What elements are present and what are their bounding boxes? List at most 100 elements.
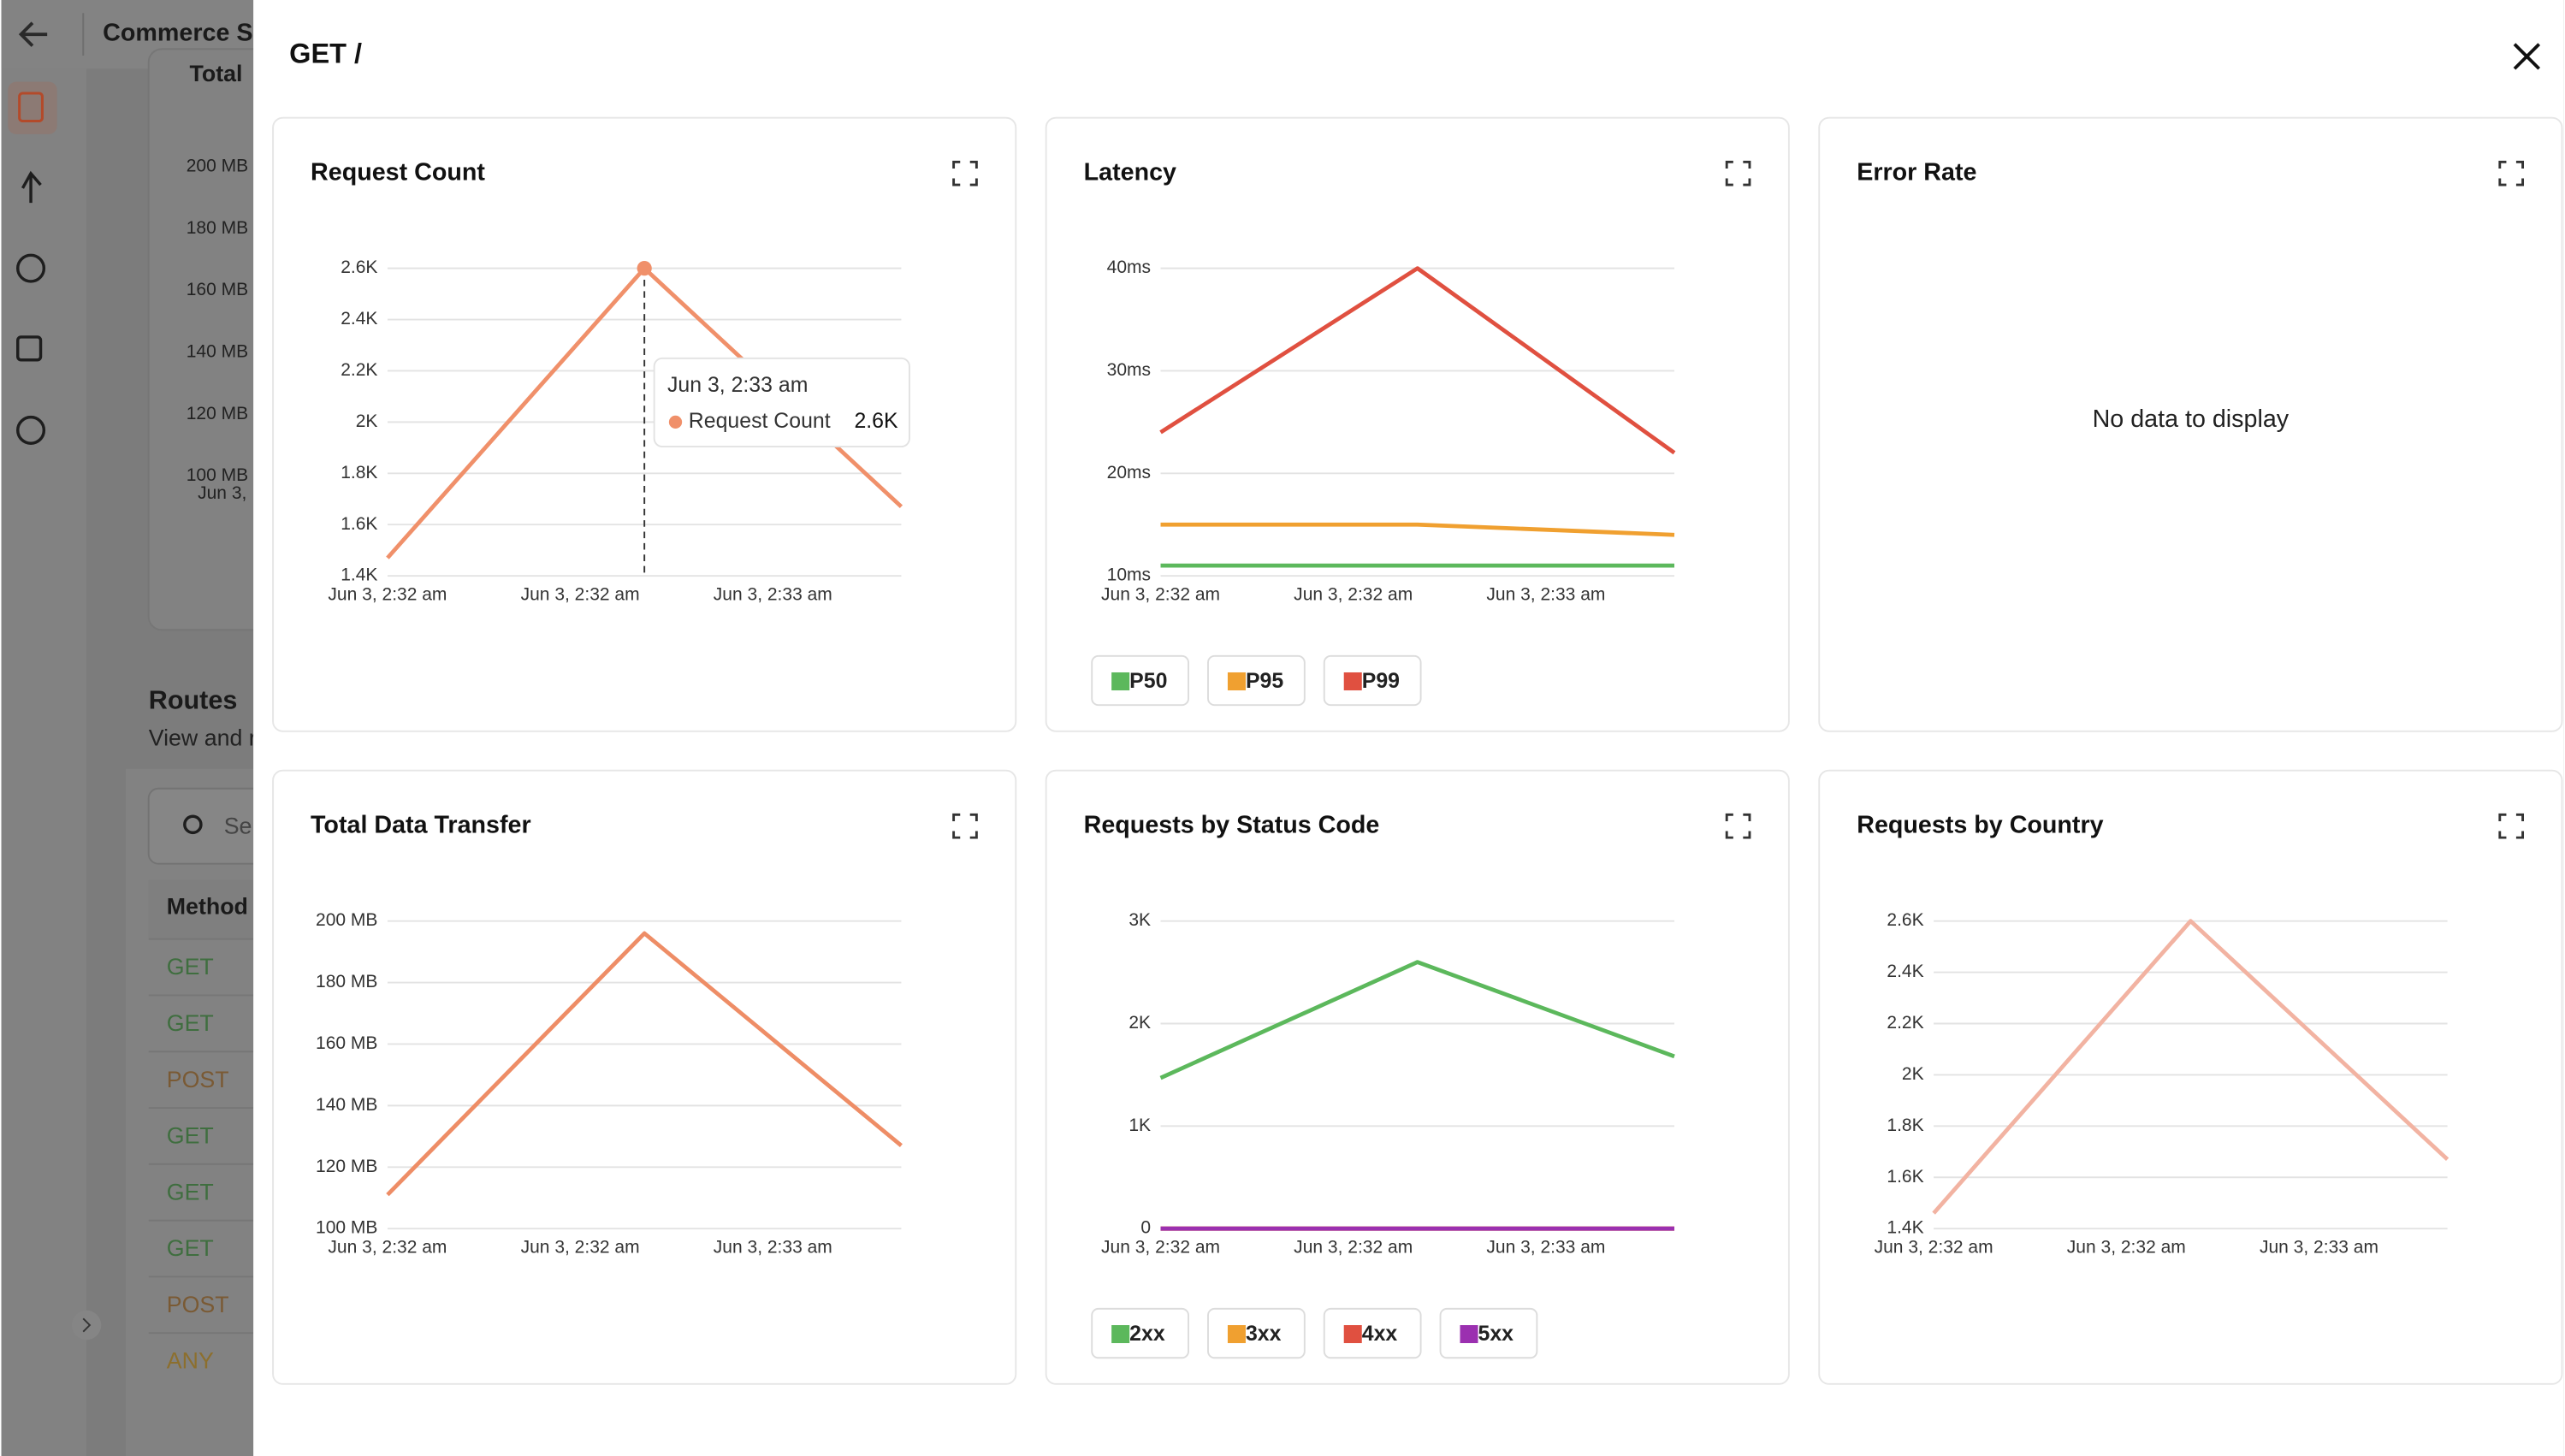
y-tick-label: 120 MB [316, 1157, 377, 1176]
x-tick-label: Jun 3, 2:32 am [1101, 585, 1220, 605]
x-tick-label: Jun 3, 2:33 am [2260, 1238, 2378, 1258]
y-tick-label: 1.6K [341, 514, 377, 534]
search-icon [183, 814, 203, 835]
expand-button[interactable] [2498, 160, 2525, 186]
empty-message: No data to display [2093, 405, 2290, 433]
legend-item[interactable] [1207, 1307, 1306, 1359]
nav-icon[interactable] [16, 253, 46, 283]
x-tick-label: Jun 3, 2:32 am [328, 1238, 447, 1258]
legend-swatch [1343, 1325, 1362, 1344]
bg-y-tick: 120 MB [187, 404, 248, 423]
chart-card [1045, 769, 1790, 1385]
legend-swatch [1111, 672, 1130, 691]
y-tick-label: 1.6K [1887, 1167, 1923, 1187]
expand-button[interactable] [952, 160, 978, 186]
expand-button[interactable] [1725, 813, 1751, 839]
nav-icon[interactable] [16, 415, 46, 445]
x-tick-label: Jun 3, 2:33 am [1486, 585, 1605, 605]
expand-button[interactable] [2498, 813, 2525, 839]
legend-item[interactable] [1207, 654, 1306, 707]
series-line [1159, 266, 1676, 455]
tooltip-title: Jun 3, 2:33 am [667, 373, 808, 397]
chart-title: Total Data Transfer [311, 811, 531, 838]
legend-swatch [1227, 672, 1246, 691]
legend-swatch [1227, 1325, 1246, 1344]
modal-title: GET / [289, 38, 362, 69]
chart-title: Request Count [311, 158, 485, 186]
bg-y-tick: 200 MB [187, 157, 248, 176]
y-tick-label: 100 MB [316, 1218, 377, 1238]
x-tick-label: Jun 3, 2:32 am [1294, 1238, 1413, 1258]
method-cell: GET [167, 1123, 214, 1149]
method-cell: ANY [167, 1348, 214, 1374]
y-tick-label: 2K [356, 411, 378, 431]
y-tick-label: 2.6K [341, 257, 377, 277]
expand-button[interactable] [1725, 160, 1751, 186]
legend-item[interactable] [1439, 1307, 1538, 1359]
y-tick-label: 20ms [1107, 463, 1151, 482]
tooltip-value: 2.6K [854, 409, 898, 433]
legend-item[interactable] [1091, 654, 1189, 707]
x-tick-label: Jun 3, 2:32 am [1875, 1238, 1993, 1258]
y-tick-label: 2.4K [1887, 962, 1923, 981]
close-button[interactable] [2513, 43, 2541, 70]
tooltip [653, 357, 910, 448]
y-tick-label: 10ms [1107, 565, 1151, 585]
method-cell: GET [167, 1235, 214, 1261]
y-tick-label: 1.4K [341, 565, 377, 585]
method-cell: POST [167, 1292, 229, 1317]
y-tick-label: 2K [1902, 1064, 1924, 1084]
panel-title: Total [190, 61, 243, 86]
y-tick-label: 2.2K [1887, 1013, 1923, 1033]
search-placeholder: Se [224, 814, 252, 839]
nav-icon[interactable] [21, 170, 42, 204]
y-tick-label: 2.2K [341, 360, 377, 380]
tooltip-series: Request Count [689, 409, 831, 433]
legend-item[interactable] [1323, 654, 1422, 707]
legend-label: P50 [1129, 669, 1167, 693]
nav-active[interactable] [8, 81, 57, 134]
x-tick-label: Jun 3, 2:32 am [328, 585, 447, 605]
y-tick-label: 1.8K [1887, 1116, 1923, 1135]
chart-card [1818, 116, 2563, 732]
bg-y-tick: 160 MB [187, 280, 248, 299]
legend-item[interactable] [1091, 1307, 1189, 1359]
chart-card [1045, 116, 1790, 732]
y-tick-label: 200 MB [316, 910, 377, 930]
legend-swatch [1111, 1325, 1130, 1344]
x-tick-label: Jun 3, 2:33 am [1486, 1238, 1605, 1258]
legend-label: 3xx [1246, 1322, 1282, 1346]
back-button[interactable] [18, 21, 48, 47]
expand-sidebar[interactable] [71, 1310, 102, 1341]
legend-label: 4xx [1362, 1322, 1398, 1346]
x-tick-label: Jun 3, 2:32 am [1101, 1238, 1220, 1258]
x-tick-label: Jun 3, 2:32 am [1294, 585, 1413, 605]
series-line [1159, 960, 1675, 1080]
chart-title: Requests by Country [1857, 811, 2103, 838]
nav-icon[interactable] [18, 92, 44, 123]
method-cell: GET [167, 1010, 214, 1036]
nav-icon[interactable] [16, 335, 43, 362]
series-line [1932, 919, 2449, 1215]
chart-title: Requests by Status Code [1084, 811, 1380, 838]
y-tick-label: 1.8K [341, 463, 377, 482]
legend-swatch [1343, 672, 1362, 691]
y-tick-label: 2.6K [1887, 910, 1923, 930]
tooltip-swatch [668, 415, 683, 429]
y-tick-label: 160 MB [316, 1033, 377, 1053]
legend-swatch [1460, 1325, 1478, 1344]
legend-item[interactable] [1323, 1307, 1422, 1359]
legend-label: P99 [1362, 669, 1400, 693]
expand-button[interactable] [952, 813, 978, 839]
charts: Request Count 1.4K 1.6K 1.8K 2K 2.2K 2.4K 2.6K J… [272, 116, 2563, 1385]
x-tick-label: Jun 3, 2:32 am [521, 585, 640, 605]
table-header-text: Method [167, 893, 248, 919]
chart-card [272, 769, 1017, 1385]
x-tick-label: Jun 3, 2:32 am [521, 1238, 640, 1258]
bg-y-tick: 180 MB [187, 218, 248, 238]
app-title: Commerce S [103, 20, 252, 47]
sidebar [1, 0, 87, 1456]
chart-card [1818, 769, 2563, 1385]
